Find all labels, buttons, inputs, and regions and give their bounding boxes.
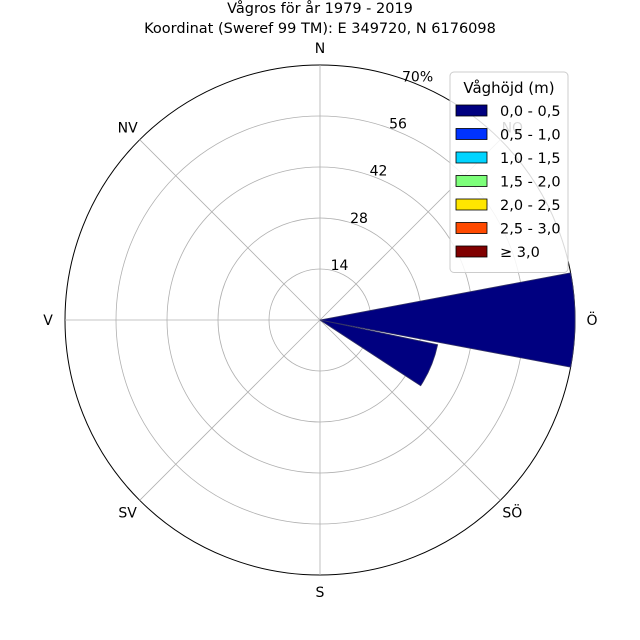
legend-entry-label: 0,0 - 0,5	[500, 104, 561, 120]
grid-spoke	[139, 139, 321, 321]
legend-swatch	[455, 175, 488, 187]
legend-entry-label: 2,5 - 3,0	[500, 222, 561, 238]
radial-tick-label: 56	[389, 117, 407, 133]
direction-label: N	[315, 41, 325, 57]
legend: Våghöjd (m) 0,0 - 0,5 0,5 - 1,0 1,0 - 1,5 1,…	[449, 71, 569, 273]
radial-tick-label: 42	[370, 164, 388, 180]
radial-tick-label: 14	[331, 258, 349, 274]
direction-label: NV	[118, 121, 138, 137]
legend-title: Våghöjd (m)	[463, 79, 554, 97]
legend-entry-label: ≥ 3,0	[500, 245, 540, 261]
legend-box	[449, 71, 569, 273]
direction-label: Ö	[586, 311, 597, 329]
legend-swatch	[455, 151, 488, 164]
radial-tick-label: 70%	[402, 69, 433, 85]
legend-entry-label: 0,5 - 1,0	[500, 128, 561, 144]
chart-title: Vågros för år 1979 - 2019	[227, 0, 413, 17]
direction-label: SÖ	[502, 503, 522, 521]
grid-spoke	[319, 319, 501, 501]
radial-tick-label: 28	[350, 211, 368, 227]
legend-swatch	[455, 128, 488, 140]
rose-sectors	[319, 272, 576, 387]
legend-swatch	[455, 222, 488, 234]
chart-subtitle: Koordinat (Sweref 99 TM): E 349720, N 61…	[144, 21, 496, 37]
legend-entry-label: 1,5 - 2,0	[500, 175, 561, 191]
direction-label: SV	[118, 505, 137, 521]
grid-spoke	[139, 319, 321, 501]
radial-tick-labels: 14 28 42 56 70%	[331, 69, 434, 273]
legend-swatch	[455, 104, 488, 117]
legend-swatch	[455, 198, 488, 211]
sector-ö	[319, 272, 576, 368]
direction-label: V	[43, 313, 53, 329]
direction-label: S	[316, 585, 325, 601]
legend-swatch	[455, 245, 488, 258]
sector-ösö	[319, 319, 439, 387]
legend-entry-label: 2,0 - 2,5	[500, 198, 561, 214]
legend-entry-label: 1,0 - 1,5	[500, 151, 561, 167]
